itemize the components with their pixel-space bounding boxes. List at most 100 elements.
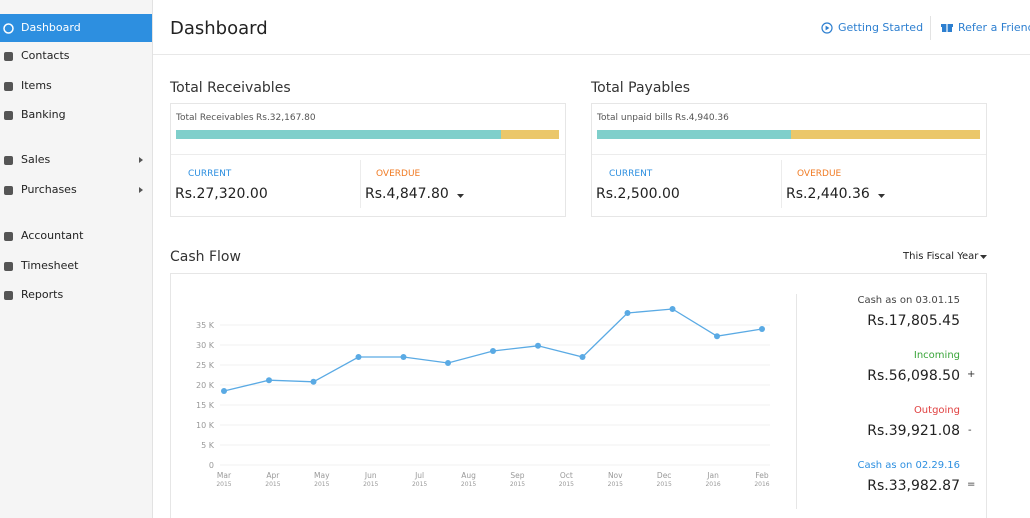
nav-item[interactable]: Reports [0, 281, 152, 309]
nav-label: Contacts [21, 49, 70, 62]
x-tick-label: Dec 2015 [657, 471, 672, 488]
current-label: CURRENT [609, 169, 653, 179]
summary-label: Total Receivables [176, 113, 254, 123]
current-amount: Rs.2,500.00 [596, 186, 680, 202]
x-tick-label: Apr 2015 [265, 471, 280, 488]
nav-icon [3, 23, 14, 34]
nav-item[interactable]: Sales [0, 146, 152, 174]
cash-flow-card [170, 273, 987, 518]
x-tick-label: Nov 2015 [608, 471, 624, 488]
nav-icon [4, 111, 13, 120]
cash-flow-title: Cash Flow [170, 249, 241, 265]
nav-label: Sales [21, 153, 51, 166]
nav-item[interactable]: Banking [0, 101, 152, 129]
nav-item[interactable]: Timesheet [0, 252, 152, 280]
sidebar [0, 0, 153, 518]
getting-started-link[interactable]: Getting Started [838, 21, 924, 34]
card-vdivider [360, 160, 361, 208]
x-tick-label: Jan 2016 [705, 471, 720, 488]
refer-friend-link[interactable]: Refer a Friend [958, 21, 1030, 34]
header-divider [153, 54, 1030, 55]
data-point [534, 342, 541, 349]
period-dropdown[interactable]: This Fiscal Year [903, 251, 979, 262]
card-title: Total Payables [591, 80, 691, 96]
card-vdivider [781, 160, 782, 208]
outgoing-label: Outgoing [913, 405, 960, 416]
x-tick-label: Jul 2015 [412, 471, 427, 488]
link-divider [930, 16, 931, 40]
y-tick-label: 15 K [196, 401, 215, 410]
outgoing-sign: - [968, 425, 972, 436]
play-icon [821, 22, 833, 34]
incoming-label: Incoming [913, 350, 960, 361]
overdue-bar [501, 130, 559, 139]
nav-icon [4, 262, 13, 271]
summary-amount: Rs.32,167.80 [256, 113, 316, 123]
data-point [400, 354, 407, 360]
nav-icon [4, 186, 13, 195]
incoming-sign: + [967, 369, 976, 380]
x-tick-label: Mar 2015 [216, 471, 232, 488]
submenu-arrow [139, 157, 143, 163]
nav-icon [4, 291, 13, 300]
incoming-amount: Rs.56,098.50 [867, 368, 960, 384]
y-tick-label: 20 K [196, 381, 215, 390]
current-amount: Rs.27,320.00 [175, 186, 268, 202]
card-divider [592, 154, 986, 155]
x-tick-label: Oct 2015 [559, 471, 574, 488]
nav-label: Items [21, 79, 52, 92]
current-label: CURRENT [188, 169, 232, 179]
data-point [355, 354, 362, 360]
nav-icon [4, 232, 13, 241]
data-point [221, 388, 227, 394]
y-tick-label: 30 K [196, 341, 215, 350]
card-title: Total Receivables [170, 80, 291, 96]
x-tick-label: Aug 2015 [461, 471, 476, 488]
nav-item[interactable]: Contacts [0, 42, 152, 70]
nav-item[interactable]: Purchases [0, 176, 152, 204]
dropdown-caret [980, 255, 987, 259]
nav-item[interactable]: Accountant [0, 222, 152, 250]
closing-label: Cash as on 02.29.16 [857, 460, 960, 471]
outgoing-amount: Rs.39,921.08 [867, 423, 960, 439]
overdue-label: OVERDUE [376, 169, 421, 179]
card-divider [171, 154, 565, 155]
y-tick-label: 5 K [201, 441, 215, 450]
current-bar [597, 130, 791, 139]
overdue-amount: Rs.2,440.36 [786, 186, 870, 202]
nav-label: Timesheet [21, 259, 79, 272]
nav-label: Banking [21, 108, 66, 121]
data-point [445, 360, 452, 366]
nav-icon [4, 82, 13, 91]
nav-item[interactable]: Dashboard [0, 14, 152, 42]
overdue-amount: Rs.4,847.80 [365, 186, 449, 202]
page-title: Dashboard [170, 18, 268, 39]
data-point [759, 326, 765, 332]
gift-icon [941, 24, 953, 32]
summary-divider [796, 294, 797, 509]
nav-label: Dashboard [21, 21, 81, 34]
nav-item[interactable]: Items [0, 72, 152, 100]
nav-label: Reports [21, 288, 64, 301]
card [170, 103, 566, 217]
closing-sign: = [967, 479, 976, 490]
submenu-arrow [139, 187, 143, 193]
data-point [490, 348, 496, 354]
dropdown-caret [457, 194, 464, 198]
nav-label: Accountant [21, 229, 84, 242]
data-point [669, 306, 676, 312]
x-tick-label: May 2015 [314, 471, 330, 488]
summary-label: Total unpaid bills [597, 113, 673, 123]
opening-label: Cash as on 03.01.15 [857, 295, 960, 306]
y-tick-label: 10 K [196, 421, 215, 430]
y-tick-label: 25 K [196, 361, 215, 370]
nav-icon [4, 52, 13, 61]
closing-amount: Rs.33,982.87 [867, 478, 960, 494]
y-tick-label: 35 K [196, 321, 215, 330]
nav-icon [4, 156, 13, 165]
data-point [714, 333, 721, 340]
summary-amount: Rs.4,940.36 [675, 113, 729, 123]
card [591, 103, 987, 217]
